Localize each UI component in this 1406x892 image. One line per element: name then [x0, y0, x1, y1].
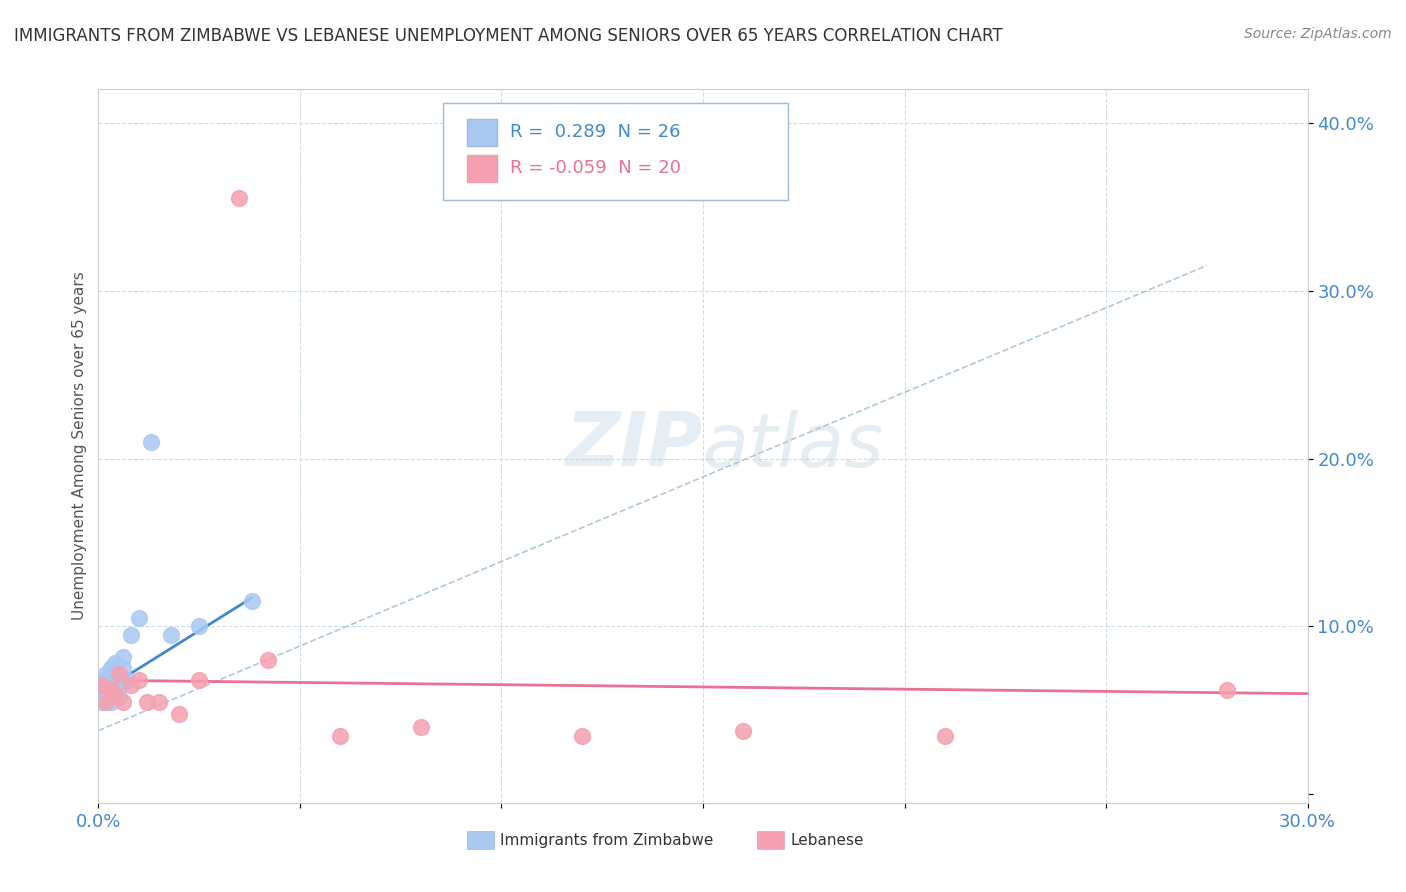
Point: [115, 673, 138, 688]
Point: [1216, 683, 1239, 698]
Text: Immigrants from Zimbabwe: Immigrants from Zimbabwe: [501, 833, 713, 848]
Point: [107, 666, 129, 681]
Point: [188, 619, 211, 633]
FancyBboxPatch shape: [467, 120, 498, 146]
Point: [100, 670, 122, 684]
Point: [139, 434, 162, 449]
Point: [107, 678, 129, 692]
Point: [91, 678, 114, 692]
Point: [135, 695, 157, 709]
Point: [100, 661, 122, 675]
Point: [934, 729, 956, 743]
Point: [409, 720, 432, 734]
Point: [111, 661, 134, 675]
Point: [107, 666, 129, 681]
Point: [240, 594, 263, 608]
Point: [188, 673, 211, 688]
Text: IMMIGRANTS FROM ZIMBABWE VS LEBANESE UNEMPLOYMENT AMONG SENIORS OVER 65 YEARS CO: IMMIGRANTS FROM ZIMBABWE VS LEBANESE UNE…: [14, 27, 1002, 45]
Point: [96, 683, 118, 698]
Point: [103, 687, 125, 701]
Text: R = -0.059  N = 20: R = -0.059 N = 20: [509, 159, 681, 177]
Point: [733, 723, 755, 738]
FancyBboxPatch shape: [443, 103, 787, 200]
Point: [167, 706, 190, 721]
Point: [103, 687, 125, 701]
Point: [103, 657, 125, 671]
FancyBboxPatch shape: [758, 831, 785, 849]
Point: [100, 681, 122, 696]
Point: [91, 678, 114, 692]
Text: R =  0.289  N = 26: R = 0.289 N = 26: [509, 123, 681, 141]
Point: [107, 690, 129, 704]
FancyBboxPatch shape: [467, 831, 494, 849]
Point: [96, 690, 118, 704]
Text: ZIP: ZIP: [565, 409, 703, 483]
Point: [96, 695, 118, 709]
Point: [256, 653, 278, 667]
Point: [571, 729, 593, 743]
Text: atlas: atlas: [703, 410, 884, 482]
Text: Source: ZipAtlas.com: Source: ZipAtlas.com: [1244, 27, 1392, 41]
Point: [111, 695, 134, 709]
Point: [228, 191, 250, 205]
Point: [91, 687, 114, 701]
Point: [120, 628, 142, 642]
Point: [128, 611, 150, 625]
Point: [100, 695, 122, 709]
Point: [103, 673, 125, 688]
Point: [91, 695, 114, 709]
Point: [148, 695, 170, 709]
Point: [329, 729, 352, 743]
Point: [100, 683, 122, 698]
Point: [128, 673, 150, 688]
Point: [96, 666, 118, 681]
Point: [120, 678, 142, 692]
Text: Lebanese: Lebanese: [790, 833, 863, 848]
FancyBboxPatch shape: [467, 155, 498, 182]
Point: [96, 673, 118, 688]
Point: [111, 649, 134, 664]
Y-axis label: Unemployment Among Seniors over 65 years: Unemployment Among Seniors over 65 years: [72, 272, 87, 620]
Point: [160, 628, 183, 642]
